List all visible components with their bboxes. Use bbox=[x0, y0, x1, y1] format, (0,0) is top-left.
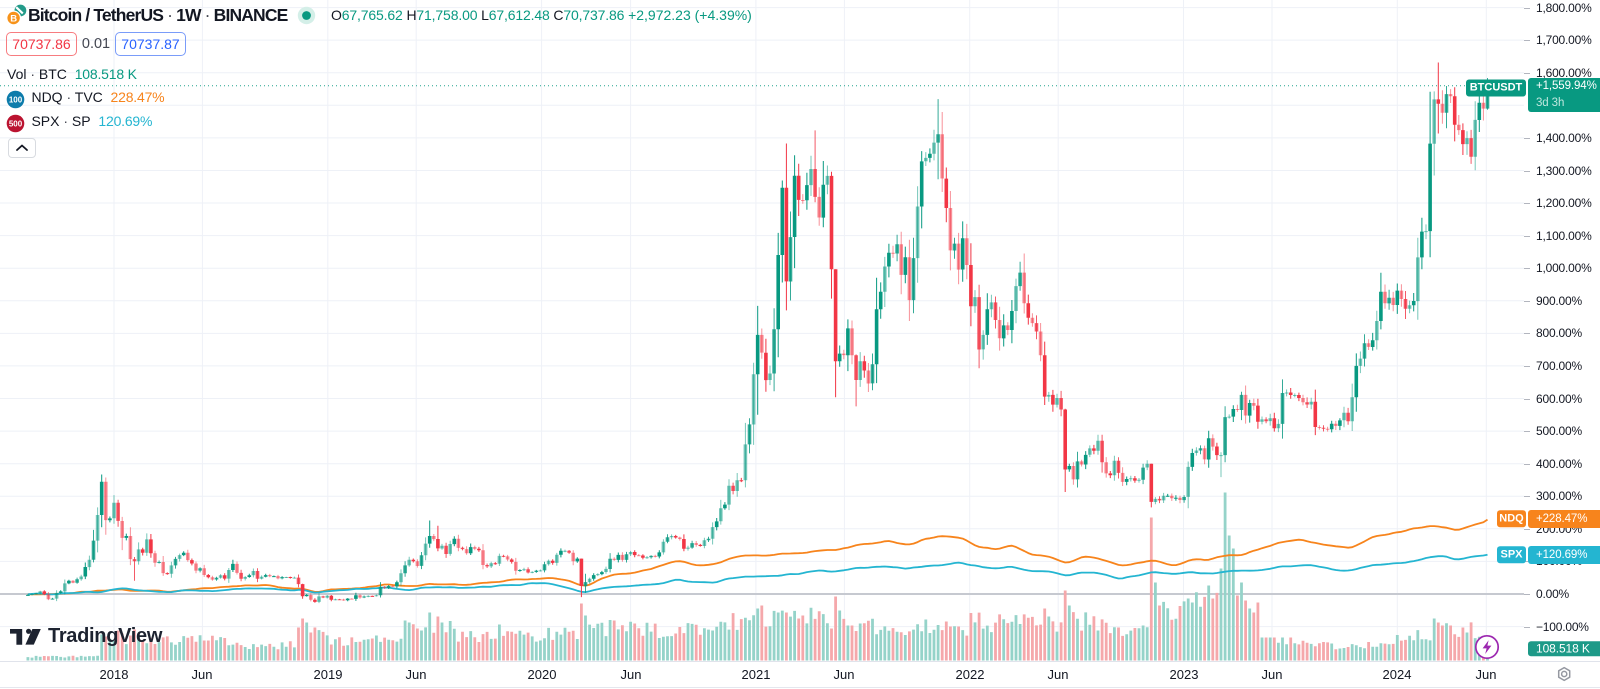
svg-text:B: B bbox=[10, 13, 17, 24]
svg-text:100: 100 bbox=[9, 96, 23, 105]
svg-text:500: 500 bbox=[9, 119, 23, 128]
